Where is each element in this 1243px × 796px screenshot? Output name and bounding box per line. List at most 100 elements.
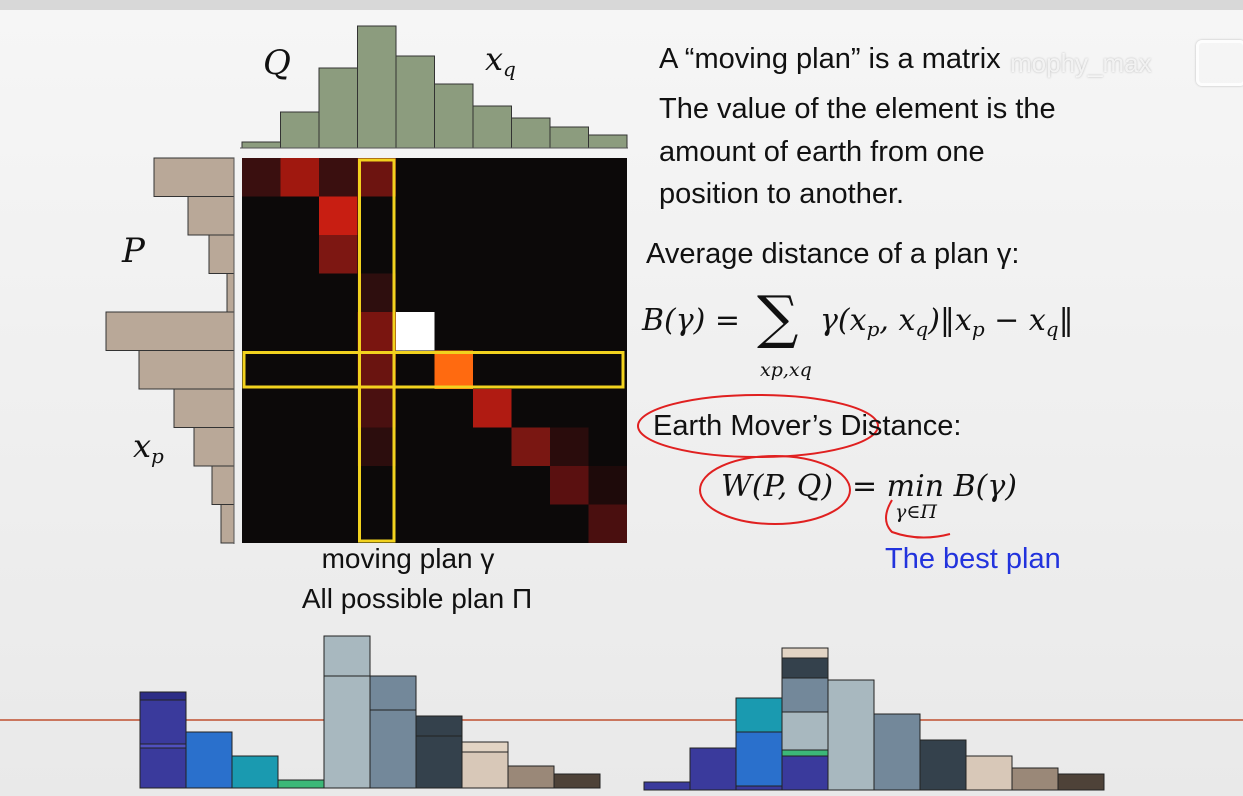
bar-segment bbox=[689, 747, 737, 791]
bar-segment bbox=[323, 635, 371, 677]
bar-segment bbox=[185, 731, 233, 789]
matrix-cell bbox=[319, 196, 358, 235]
matrix-cell bbox=[357, 158, 396, 197]
p-bar bbox=[220, 504, 235, 544]
bar-segment bbox=[781, 677, 829, 713]
w-lhs: W(P, Q) bbox=[721, 469, 834, 504]
bar-segment bbox=[919, 739, 967, 791]
matrix-cell bbox=[550, 427, 589, 466]
bottom-left-distribution bbox=[139, 635, 601, 789]
p-bar bbox=[193, 427, 235, 467]
p-bar bbox=[173, 388, 235, 428]
bar-segment bbox=[461, 751, 509, 789]
p-bar bbox=[105, 311, 235, 351]
matrix-cell bbox=[588, 504, 627, 543]
bottom-right-distribution bbox=[643, 647, 1105, 791]
matrix-cell bbox=[357, 389, 396, 428]
min-underline-annotation bbox=[885, 499, 951, 539]
moving-plan-caption: moving plan γ bbox=[321, 543, 495, 574]
w-circle-annotation bbox=[699, 455, 851, 525]
xp-label: xp bbox=[133, 427, 164, 468]
p-bar bbox=[211, 465, 235, 505]
bar-segment bbox=[781, 657, 829, 679]
w-rhs: = min B(γ) bbox=[852, 469, 1017, 504]
bar-segment bbox=[415, 715, 463, 737]
text-line-3: amount of earth from one bbox=[659, 136, 985, 168]
bar-segment bbox=[735, 785, 783, 791]
bar-segment bbox=[231, 755, 279, 789]
p-bar bbox=[138, 350, 235, 390]
bar-segment bbox=[369, 709, 417, 789]
matrix-cell bbox=[280, 158, 319, 197]
q-bar bbox=[357, 25, 397, 149]
matrix-cell bbox=[588, 466, 627, 505]
watermark-logo-icon bbox=[1196, 40, 1243, 86]
bar-segment bbox=[643, 781, 691, 791]
matrix-cell bbox=[357, 312, 396, 351]
q-bar bbox=[588, 134, 628, 149]
formula-lhs: B(γ) = bbox=[642, 303, 741, 338]
best-plan-note: The best plan bbox=[885, 543, 1061, 575]
p-histogram bbox=[105, 157, 235, 544]
bar-segment bbox=[461, 741, 509, 753]
q-bar bbox=[241, 141, 281, 149]
q-label: Q bbox=[263, 43, 291, 83]
bar-segment bbox=[553, 773, 601, 789]
bar-segment bbox=[507, 765, 555, 789]
p-bar bbox=[226, 273, 235, 313]
q-histogram bbox=[241, 25, 628, 149]
bar-segment bbox=[781, 711, 829, 751]
highlight-row bbox=[242, 351, 625, 389]
matrix-cell bbox=[357, 273, 396, 312]
bar-segment bbox=[735, 697, 783, 733]
bar-segment bbox=[873, 713, 921, 791]
p-label: P bbox=[122, 231, 145, 271]
xq-label: xq bbox=[485, 40, 516, 81]
bar-segment bbox=[139, 691, 187, 701]
bar-segment bbox=[1011, 767, 1059, 791]
all-plans-caption: All possible plan Π bbox=[301, 583, 533, 614]
matrix-cell bbox=[319, 158, 358, 197]
sum-subscript: xp,xq bbox=[760, 359, 812, 381]
matrix-cell bbox=[511, 427, 550, 466]
matrix-cell bbox=[357, 427, 396, 466]
bar-segment bbox=[369, 675, 417, 711]
bar-segment bbox=[139, 747, 187, 789]
bar-segment bbox=[277, 779, 325, 789]
text-line-1: A “moving plan” is a matrix bbox=[659, 43, 1001, 75]
bar-segment bbox=[139, 699, 187, 745]
matrix-cell bbox=[242, 158, 281, 197]
matrix-cell bbox=[319, 235, 358, 274]
average-distance-heading: Average distance of a plan γ: bbox=[646, 238, 1020, 270]
emd-heading: Earth Mover’s Distance: bbox=[653, 410, 962, 442]
formula-body: γ(xp, xq)‖xp − xq‖ bbox=[820, 303, 1074, 341]
matrix-cell bbox=[550, 466, 589, 505]
q-bar bbox=[549, 126, 589, 149]
watermark-text: mophy_max bbox=[1010, 48, 1152, 78]
q-bar bbox=[280, 111, 320, 149]
plan-matrix-cells bbox=[242, 158, 627, 543]
bar-segment bbox=[965, 755, 1013, 791]
p-bar bbox=[153, 157, 235, 197]
bar-segment bbox=[781, 647, 829, 659]
matrix-cell bbox=[434, 350, 473, 389]
min-subscript: γ∈Π bbox=[895, 501, 937, 523]
bar-segment bbox=[139, 743, 187, 749]
bar-segment bbox=[781, 755, 829, 791]
matrix-cell bbox=[396, 312, 435, 351]
sum-symbol: ∑ bbox=[757, 283, 799, 351]
p-bar bbox=[208, 234, 235, 274]
top-bar bbox=[0, 0, 1243, 10]
bar-segment bbox=[415, 735, 463, 789]
text-line-2: The value of the element is the bbox=[659, 93, 1056, 125]
text-line-4: position to another. bbox=[659, 178, 905, 210]
q-bar bbox=[395, 55, 435, 149]
bar-segment bbox=[781, 749, 829, 757]
bar-segment bbox=[323, 675, 371, 789]
q-bar bbox=[472, 105, 512, 149]
highlight-column bbox=[358, 158, 396, 543]
bar-segment bbox=[827, 679, 875, 791]
matrix-cell bbox=[473, 389, 512, 428]
q-bar bbox=[511, 117, 551, 149]
p-bar bbox=[187, 196, 235, 236]
